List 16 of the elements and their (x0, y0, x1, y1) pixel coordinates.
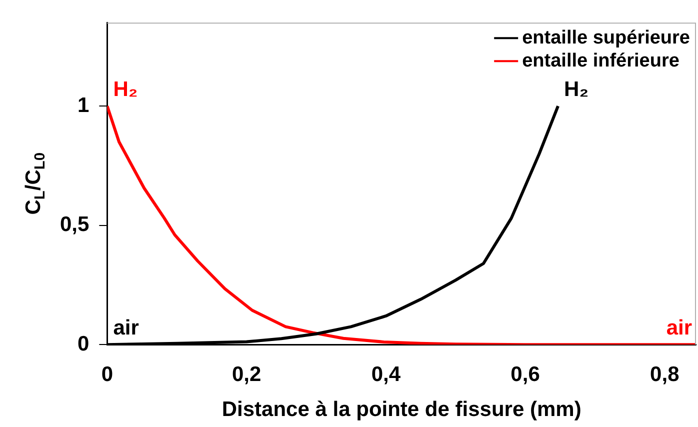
x-tick-label: 0,4 (371, 362, 401, 386)
x-axis-title: Distance à la pointe de fissure (mm) (222, 398, 582, 422)
y-tick-label: 0 (78, 332, 90, 356)
x-tick-label: 0,2 (232, 362, 262, 386)
y-tick-label: 0,5 (60, 213, 90, 236)
x-tick-label: 0 (101, 362, 114, 386)
annotation: H₂ (564, 78, 589, 101)
annotation: air (113, 316, 139, 340)
legend-label: entaille inférieure (522, 50, 680, 72)
x-tick-label: 0,8 (650, 362, 680, 386)
y-axis-title: CL/CL0 (22, 152, 48, 215)
x-tick-label: 0,6 (510, 362, 540, 386)
annotation: air (666, 316, 692, 340)
legend-label: entaille supérieure (522, 27, 690, 48)
annotation: H₂ (113, 78, 138, 101)
y-tick-label: 1 (78, 94, 90, 117)
